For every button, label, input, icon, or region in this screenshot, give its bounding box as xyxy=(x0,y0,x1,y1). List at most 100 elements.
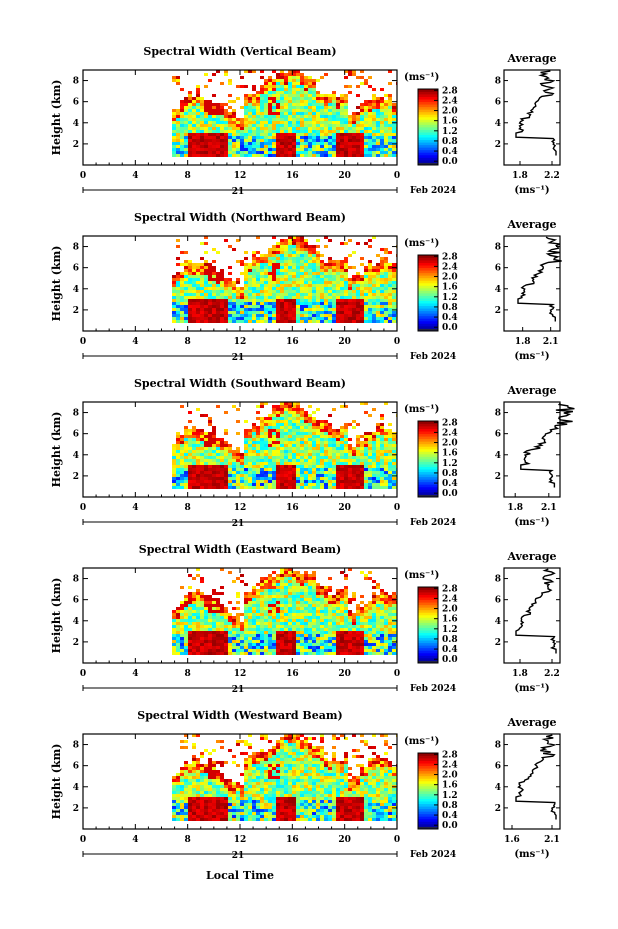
heatmap-cell xyxy=(300,480,304,483)
heatmap-cell xyxy=(276,450,280,453)
heatmap-cell xyxy=(224,136,228,139)
heatmap-cell xyxy=(336,447,340,450)
y-tick-label: 8 xyxy=(73,77,79,87)
heatmap-cell xyxy=(312,290,316,293)
heatmap-cell xyxy=(204,486,208,489)
heatmap-cell xyxy=(336,109,340,112)
heatmap-cell xyxy=(388,281,392,284)
heatmap-cell xyxy=(304,649,308,652)
heatmap-cell xyxy=(352,486,356,489)
heatmap-cell xyxy=(188,97,192,100)
heatmap-cell xyxy=(372,133,376,136)
heatmap-cell xyxy=(184,652,188,655)
heatmap-cell xyxy=(380,106,384,109)
heatmap-cell xyxy=(264,652,268,655)
heatmap-cell xyxy=(176,619,180,622)
heatmap-cell xyxy=(260,278,264,281)
heatmap-cell xyxy=(364,79,368,82)
heatmap-cell xyxy=(232,112,236,115)
heatmap-cell xyxy=(324,474,328,477)
heatmap-cell xyxy=(272,417,276,420)
heatmap-cell xyxy=(200,480,204,483)
heatmap-cell xyxy=(288,320,292,323)
heatmap-cell xyxy=(292,245,296,248)
heatmap-cell xyxy=(344,145,348,148)
heatmap-cell xyxy=(372,94,376,97)
heatmap-cell xyxy=(268,260,272,263)
heatmap-cell xyxy=(312,299,316,302)
heatmap-cell xyxy=(344,278,348,281)
heatmap-cell xyxy=(260,583,264,586)
heatmap-cell xyxy=(288,73,292,76)
heatmap-cell xyxy=(256,127,260,130)
heatmap-cell xyxy=(212,305,216,308)
heatmap-cell xyxy=(208,649,212,652)
heatmap-cell xyxy=(244,462,248,465)
heatmap-cell xyxy=(252,308,256,311)
heatmap-cell xyxy=(292,577,296,580)
heatmap-cell xyxy=(332,112,336,115)
heatmap-cell xyxy=(176,320,180,323)
heatmap-cell xyxy=(344,133,348,136)
heatmap-cell xyxy=(388,106,392,109)
heatmap-cell xyxy=(176,133,180,136)
heatmap-cell xyxy=(196,619,200,622)
heatmap-cell xyxy=(204,444,208,447)
heatmap-cell xyxy=(284,248,288,251)
heatmap-cell xyxy=(364,82,368,85)
heatmap-cell xyxy=(212,486,216,489)
heatmap-cell xyxy=(316,118,320,121)
heatmap-cell xyxy=(308,646,312,649)
heatmap-cell xyxy=(272,432,276,435)
heatmap-cell xyxy=(292,574,296,577)
heatmap-cell xyxy=(340,468,344,471)
heatmap-cell xyxy=(308,130,312,133)
heatmap-cell xyxy=(364,459,368,462)
heatmap-cell xyxy=(212,139,216,142)
heatmap-cell xyxy=(176,474,180,477)
heatmap-cell xyxy=(280,637,284,640)
heatmap-cell xyxy=(268,610,272,613)
heatmap-cell xyxy=(256,456,260,459)
heatmap-cell xyxy=(300,637,304,640)
heatmap-cell xyxy=(384,118,388,121)
heatmap-cell xyxy=(292,459,296,462)
heatmap-cell xyxy=(272,257,276,260)
heatmap-cell xyxy=(284,311,288,314)
heatmap-cell xyxy=(188,643,192,646)
heatmap-cell xyxy=(364,438,368,441)
heatmap-cell xyxy=(320,586,324,589)
colorbar-segment xyxy=(418,106,438,110)
heatmap-cell xyxy=(344,486,348,489)
heatmap-cell xyxy=(224,450,228,453)
heatmap-cell xyxy=(280,480,284,483)
heatmap-cell xyxy=(296,130,300,133)
heatmap-cell xyxy=(208,151,212,154)
heatmap-cell xyxy=(276,124,280,127)
heatmap-cell xyxy=(296,474,300,477)
heatmap-cell xyxy=(224,287,228,290)
heatmap-cell xyxy=(208,483,212,486)
heatmap-cell xyxy=(180,136,184,139)
heatmap-cell xyxy=(176,477,180,480)
heatmap-cell xyxy=(200,619,204,622)
heatmap-cell xyxy=(276,453,280,456)
heatmap-cell xyxy=(204,646,208,649)
heatmap-cell xyxy=(304,308,308,311)
heatmap-cell xyxy=(252,441,256,444)
heatmap-cell xyxy=(252,94,256,97)
heatmap-cell xyxy=(304,417,308,420)
heatmap-cell xyxy=(352,420,356,423)
heatmap-cell xyxy=(260,302,264,305)
heatmap-cell xyxy=(244,616,248,619)
heatmap-cell xyxy=(348,293,352,296)
heatmap-cell xyxy=(356,447,360,450)
heatmap-cell xyxy=(364,130,368,133)
heatmap-cell xyxy=(332,263,336,266)
heatmap-cell xyxy=(308,85,312,88)
heatmap-cell xyxy=(368,477,372,480)
heatmap-cell xyxy=(364,432,368,435)
heatmap-cell xyxy=(180,471,184,474)
heatmap-cell xyxy=(204,613,208,616)
heatmap-cell xyxy=(200,242,204,245)
